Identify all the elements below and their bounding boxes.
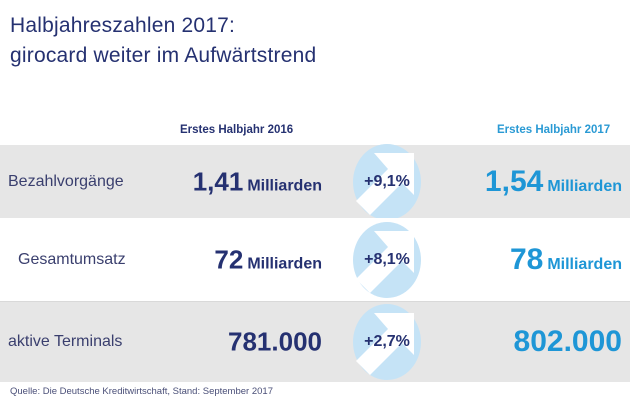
value-2016-unit: Milliarden <box>247 255 322 272</box>
value-2016-number: 1,41 <box>192 166 244 196</box>
value-2017: 78 Milliarden <box>510 243 622 277</box>
row-divider <box>0 301 630 302</box>
value-2016-unit: Milliarden <box>247 177 322 194</box>
row-label: Bezahlvorgänge <box>8 172 124 190</box>
source-note: Quelle: Die Deutsche Kreditwirtschaft, S… <box>10 386 273 397</box>
row-gesamtumsatz: Gesamtumsatz 72 Milliarden +8,1% 78 Millia… <box>0 218 630 301</box>
value-2016: 1,41 Milliarden <box>193 166 322 197</box>
value-2016: 781.000 <box>228 327 322 358</box>
change-badge: +2,7% <box>352 303 422 381</box>
value-2017-number: 1,54 <box>484 164 544 198</box>
value-2017-number: 802.000 <box>513 325 622 358</box>
change-badge: +8,1% <box>352 221 422 299</box>
row-label: Gesamtumsatz <box>18 250 126 268</box>
change-badge: +9,1% <box>352 143 422 221</box>
up-right-arrow-icon <box>353 304 421 380</box>
change-percent: +2,7% <box>364 333 410 350</box>
value-2017: 1,54 Milliarden <box>485 165 622 199</box>
value-2017-unit: Milliarden <box>547 177 622 195</box>
column-header-2017: Erstes Halbjahr 2017 <box>497 124 611 136</box>
title-line-2: girocard weiter im Aufwärtstrend <box>10 44 317 67</box>
value-2017-number: 78 <box>509 242 544 276</box>
value-2016-number: 72 <box>214 244 244 274</box>
up-right-arrow-icon <box>353 221 421 298</box>
column-header-2016: Erstes Halbjahr 2016 <box>180 124 294 136</box>
value-2016: 72 Milliarden <box>214 244 322 275</box>
value-2017-unit: Milliarden <box>547 255 622 273</box>
row-bezahlvorgaenge: Bezahlvorgänge 1,41 Milliarden +9,1% 1,54… <box>0 143 630 221</box>
up-right-arrow-icon <box>353 143 421 220</box>
value-2017: 802.000 <box>514 325 622 359</box>
row-label: aktive Terminals <box>8 333 123 350</box>
value-2016-number: 781.000 <box>228 326 322 357</box>
change-percent: +9,1% <box>364 172 410 190</box>
change-percent: +8,1% <box>364 250 410 268</box>
row-aktive-terminals: aktive Terminals 781.000 +2,7% 802.000 <box>0 302 630 382</box>
title-line-1: Halbjahreszahlen 2017: <box>10 14 236 37</box>
